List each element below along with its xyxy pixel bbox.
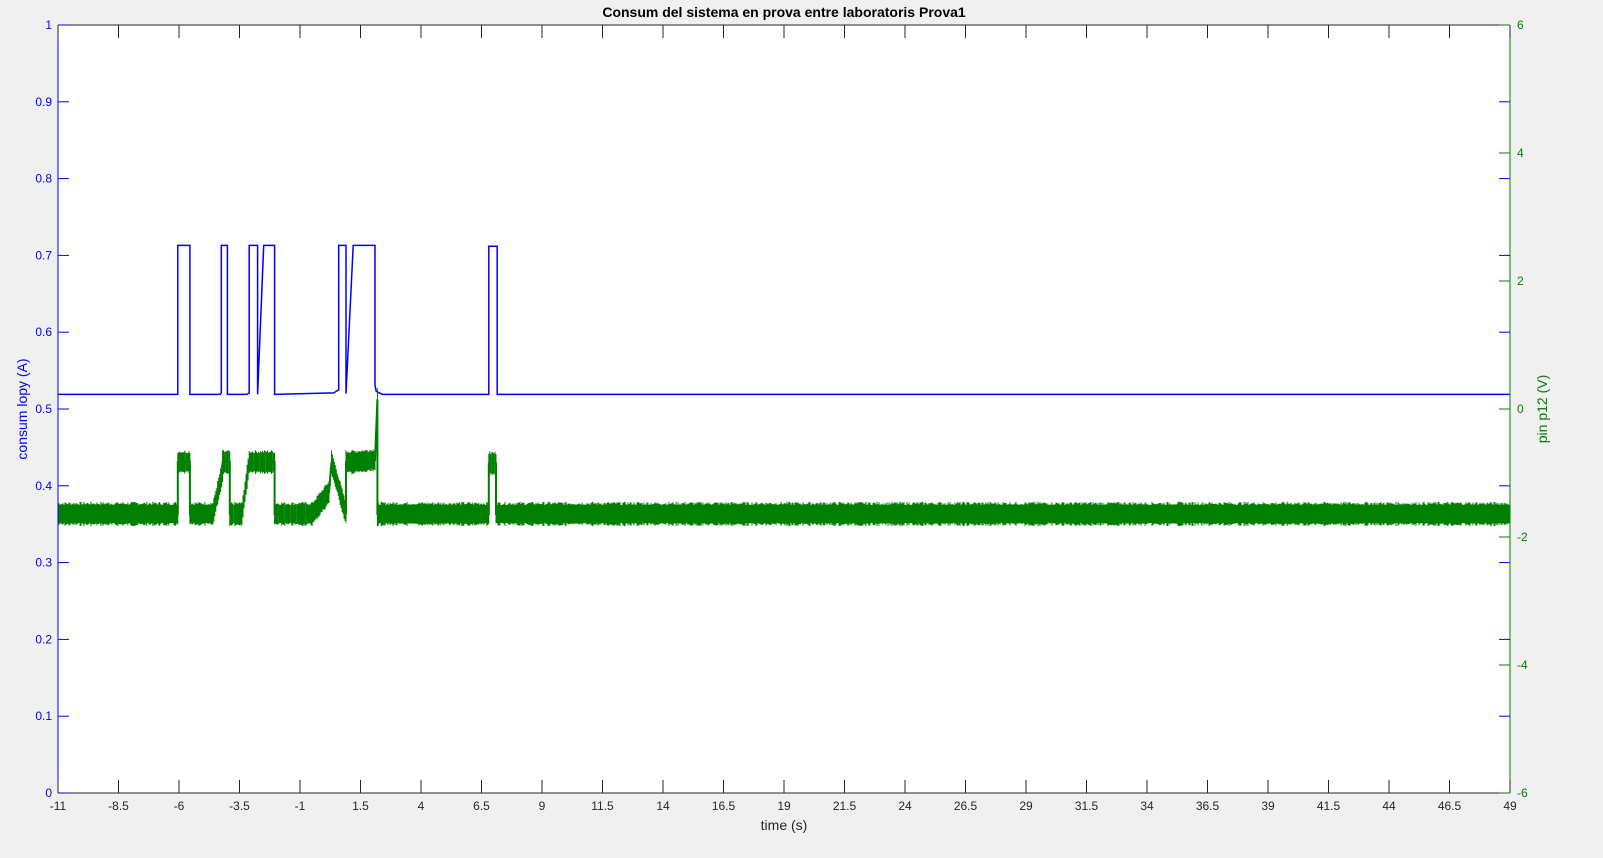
x-tick-label: 19 [777, 799, 791, 813]
x-tick-label: -6 [174, 799, 185, 813]
x-tick-label: 36.5 [1196, 799, 1220, 813]
y-right-tick-label: 2 [1517, 274, 1524, 288]
x-tick-label: 9 [539, 799, 546, 813]
y-left-tick-label: 1 [45, 18, 52, 32]
y-left-tick-label: 0.8 [35, 172, 52, 186]
x-tick-label: -8.5 [108, 799, 129, 813]
y-right-tick-label: 4 [1517, 146, 1524, 160]
y-left-tick-label: 0.2 [35, 632, 52, 646]
y-right-tick-label: 6 [1517, 18, 1524, 32]
x-tick-label: -3.5 [229, 799, 250, 813]
y-left-tick-label: 0.4 [35, 479, 52, 493]
y-right-tick-label: -6 [1517, 786, 1528, 800]
x-axis-label: time (s) [761, 817, 808, 833]
y-left-tick-label: 0.1 [35, 709, 52, 723]
x-tick-label: 44 [1382, 799, 1396, 813]
x-tick-label: 11.5 [591, 799, 614, 813]
plot-area [58, 25, 1510, 793]
x-tick-label: 39 [1261, 799, 1275, 813]
x-tick-label: -11 [50, 799, 67, 813]
y-left-tick-label: 0.3 [35, 556, 52, 570]
axes-layer: -11 -8.5 -6 -3.5 -1 1.5 4 6.5 9 11.5 14 16.5 19 21.5 2… [35, 18, 1528, 813]
x-tick-label: 24 [898, 799, 912, 813]
y-axis-left-label: consum lopy (A) [14, 358, 30, 459]
y-right-tick-label: 0 [1517, 402, 1524, 416]
y-left-tick-label: 0 [45, 786, 52, 800]
x-tick-label: 41.5 [1317, 799, 1341, 813]
y-left-tick-label: 0.7 [35, 248, 52, 262]
x-tick-label: 31.5 [1075, 799, 1099, 813]
x-tick-label: -1 [295, 799, 306, 813]
x-tick-label: 4 [418, 799, 425, 813]
y-right-tick-label: -4 [1517, 658, 1528, 672]
x-tick-label: 1.5 [352, 799, 369, 813]
x-tick-label: 26.5 [954, 799, 978, 813]
x-tick-label: 14 [656, 799, 670, 813]
x-tick-label: 29 [1019, 799, 1033, 813]
x-tick-label: 49 [1503, 799, 1517, 813]
y-left-tick-label: 0.5 [35, 402, 52, 416]
x-tick-label: 21.5 [833, 799, 857, 813]
y-right-tick-label: -2 [1517, 530, 1528, 544]
x-tick-label: 16.5 [712, 799, 736, 813]
x-tick-label: 34 [1140, 799, 1154, 813]
x-tick-label: 46.5 [1438, 799, 1462, 813]
series-1-line [58, 244, 1510, 396]
y-left-tick-label: 0.9 [35, 95, 52, 109]
chart-title: Consum del sistema en prova entre labora… [602, 4, 966, 20]
x-tick-label: 6.5 [473, 799, 490, 813]
y-left-tick-label: 0.6 [35, 325, 52, 339]
y-axis-right-label: pin p12 (V) [1534, 375, 1550, 443]
